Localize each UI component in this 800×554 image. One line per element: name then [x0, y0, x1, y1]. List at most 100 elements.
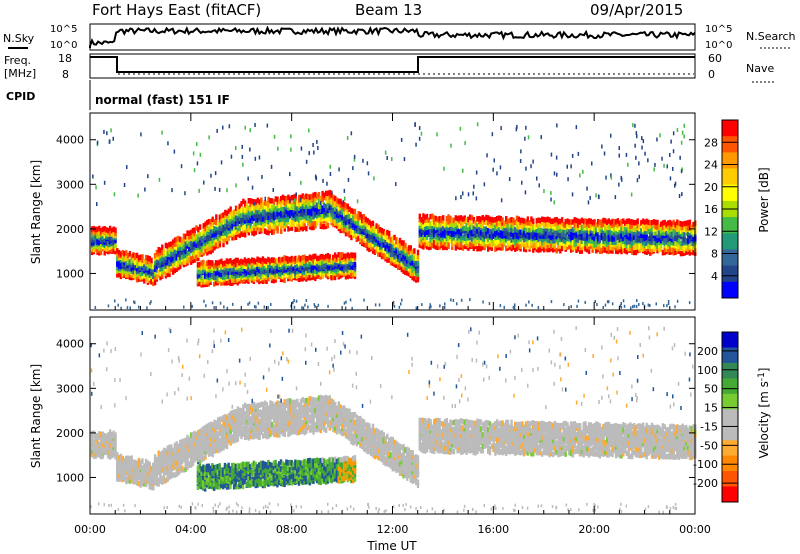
echo-cell — [528, 234, 531, 240]
echo-cell — [225, 235, 229, 242]
echo-cell — [596, 238, 600, 245]
echo-cell — [587, 241, 591, 247]
echo-cell — [211, 429, 214, 435]
echo-cell — [575, 247, 578, 253]
echo-cell — [168, 474, 171, 480]
clutter-echo — [604, 303, 607, 307]
clutter-echo — [345, 300, 347, 304]
echo-cell — [175, 251, 178, 257]
clutter-echo — [327, 304, 329, 308]
echo-cell — [263, 268, 266, 274]
echo-cell — [350, 260, 353, 266]
sparse-echo — [356, 199, 359, 204]
echo-cell — [317, 192, 321, 198]
echo-cell — [330, 274, 333, 281]
clutter-echo — [183, 305, 185, 309]
echo-cell — [207, 440, 211, 447]
echo-cell — [218, 241, 222, 248]
echo-cell — [526, 242, 529, 248]
echo-cell — [94, 235, 97, 241]
echo-cell — [188, 234, 191, 240]
echo-cell — [137, 267, 141, 274]
echo-cell — [389, 254, 393, 261]
echo-cell — [274, 258, 277, 265]
sparse-echo — [680, 140, 683, 145]
echo-cell — [586, 231, 589, 237]
echo-cell — [517, 219, 520, 226]
echo-cell — [415, 274, 418, 280]
echo-cell — [508, 230, 511, 236]
echo-cell — [551, 229, 555, 236]
echo-cell — [350, 234, 353, 241]
echo-cell — [418, 216, 421, 223]
echo-cell — [90, 232, 94, 238]
echo-cell — [153, 472, 157, 478]
echo-cell — [359, 228, 362, 235]
echo-cell — [254, 274, 257, 280]
echo-cell — [117, 463, 121, 470]
echo-cell — [98, 250, 101, 256]
sparse-echo — [196, 161, 199, 166]
echo-cell — [409, 248, 412, 254]
sparse-echo — [305, 159, 308, 164]
sparse-echo — [603, 151, 606, 156]
echo-cell — [92, 438, 96, 444]
echo-cell — [596, 244, 600, 250]
echo-cell — [200, 237, 204, 243]
clutter-echo — [428, 306, 431, 310]
echo-cell — [305, 203, 308, 210]
echo-cell — [236, 217, 240, 224]
echo-cell — [517, 224, 520, 230]
echo-cell — [128, 259, 132, 265]
echo-cell — [241, 277, 245, 283]
sparse-echo — [499, 165, 502, 170]
echo-cell — [98, 245, 101, 251]
echo-cell — [461, 216, 465, 222]
echo-cell — [244, 200, 247, 206]
echo-cell — [632, 234, 636, 240]
sparse-echo — [460, 195, 462, 199]
echo-cell — [227, 218, 231, 224]
cpid-text: normal (fast) 151 IF — [95, 93, 230, 107]
echo-cell — [573, 227, 576, 233]
echo-cell — [254, 220, 258, 226]
echo-cell — [301, 272, 304, 279]
sparse-echo — [254, 156, 257, 161]
echo-cell — [168, 471, 171, 477]
echo-cell — [537, 220, 540, 226]
echo-cell — [492, 217, 495, 223]
echo-cell — [326, 253, 330, 259]
echo-cell — [438, 244, 441, 250]
echo-cell — [526, 220, 529, 226]
echo-cell — [281, 199, 285, 205]
echo-cell — [587, 237, 591, 244]
echo-cell — [229, 258, 232, 264]
echo-cell — [285, 255, 288, 262]
echo-cell — [352, 252, 355, 258]
echo-cell — [676, 234, 679, 241]
sparse-echo — [681, 192, 683, 197]
echo-cell — [602, 217, 605, 224]
echo-cell — [296, 210, 299, 217]
freq-label: Freq. — [4, 54, 31, 67]
echo-cell — [314, 268, 317, 274]
echo-cell — [213, 427, 216, 433]
echo-cell — [243, 268, 247, 274]
echo-cell — [460, 234, 463, 240]
echo-cell — [112, 248, 115, 254]
echo-cell — [141, 469, 144, 475]
echo-cell — [125, 455, 128, 462]
echo-cell — [332, 254, 335, 261]
sparse-echo — [553, 171, 556, 176]
echo-cell — [189, 456, 193, 462]
echo-cell — [222, 230, 225, 237]
echo-cell — [656, 224, 659, 230]
echo-cell — [627, 246, 630, 252]
echo-cell — [287, 198, 290, 204]
echo-cell — [191, 444, 195, 451]
echo-cell — [555, 233, 558, 240]
echo-cell — [330, 192, 333, 199]
echo-cell — [218, 271, 221, 278]
echo-cell — [256, 204, 259, 211]
echo-cell — [274, 209, 277, 215]
